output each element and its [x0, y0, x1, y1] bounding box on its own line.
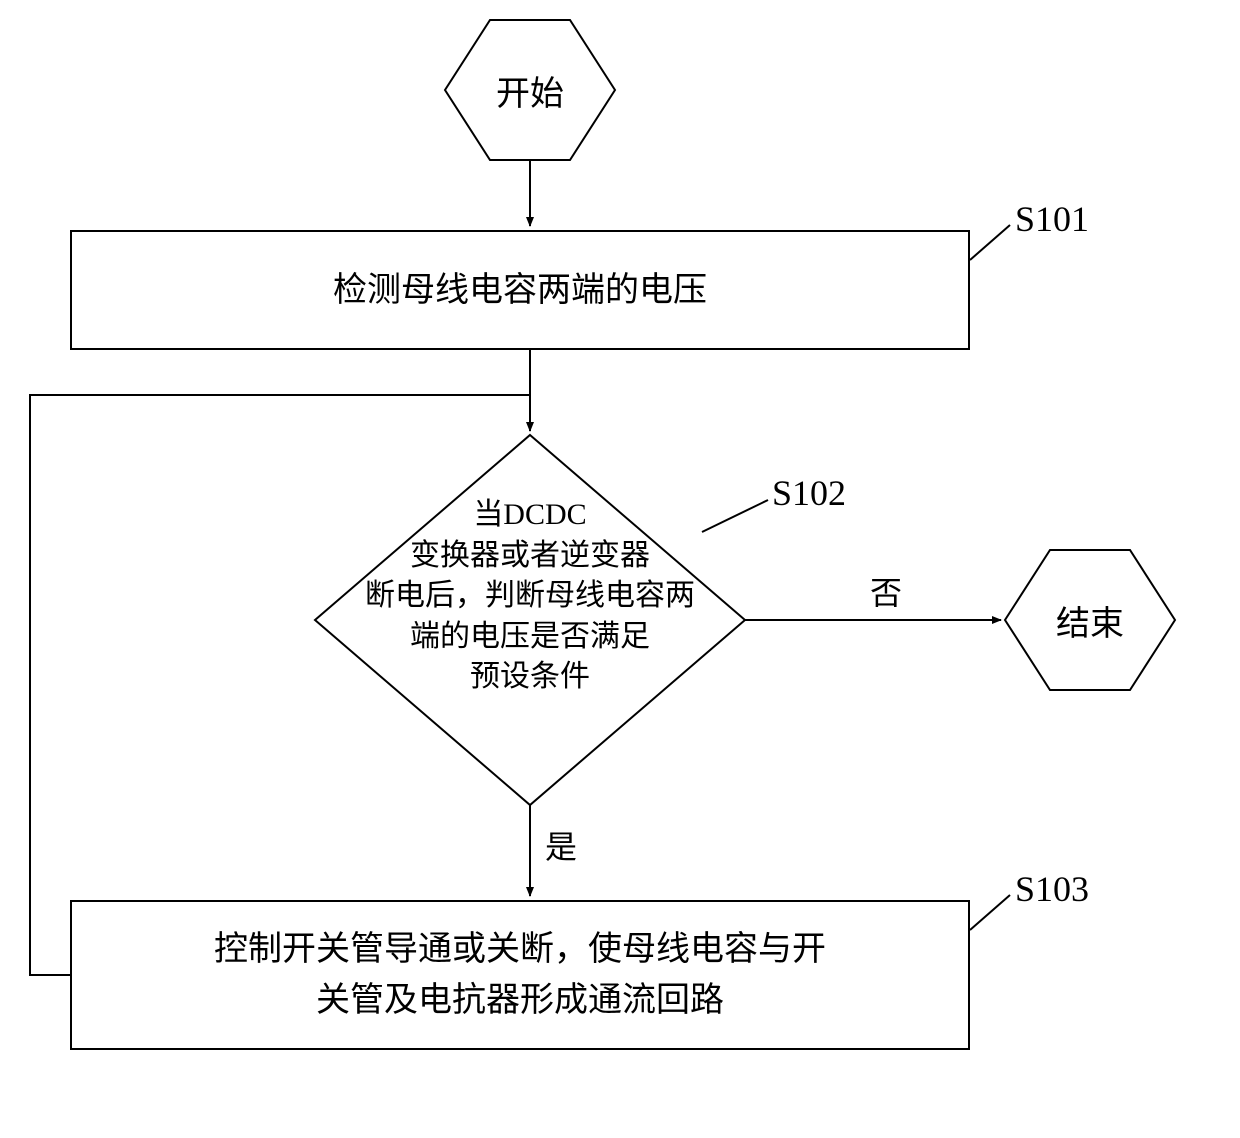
end-node: 结束	[1005, 550, 1175, 690]
tag-line-s103	[970, 895, 1010, 930]
no-label: 否	[870, 568, 902, 614]
tag-s102: S102	[772, 472, 846, 514]
yes-label: 是	[545, 822, 577, 868]
tag-line-s101	[970, 225, 1010, 260]
s101-text: 检测母线电容两端的电压	[333, 265, 707, 316]
step-s103: 控制开关管导通或关断，使母线电容与开 关管及电抗器形成通流回路	[70, 900, 970, 1050]
tag-line-s102	[702, 500, 768, 532]
step-s101: 检测母线电容两端的电压	[70, 230, 970, 350]
tag-s103: S103	[1015, 868, 1089, 910]
start-label: 开始	[445, 66, 615, 115]
flowchart-canvas: 开始 结束 检测母线电容两端的电压 控制开关管导通或关断，使母线电容与开 关管及…	[0, 0, 1240, 1138]
s103-text: 控制开关管导通或关断，使母线电容与开 关管及电抗器形成通流回路	[214, 924, 826, 1026]
s102-text: 当DCDC 变换器或者逆变器 断电后，判断母线电容两 端的电压是否满足 预设条件	[350, 495, 710, 698]
tag-s101: S101	[1015, 198, 1089, 240]
end-label: 结束	[1005, 596, 1175, 645]
start-node: 开始	[445, 20, 615, 160]
